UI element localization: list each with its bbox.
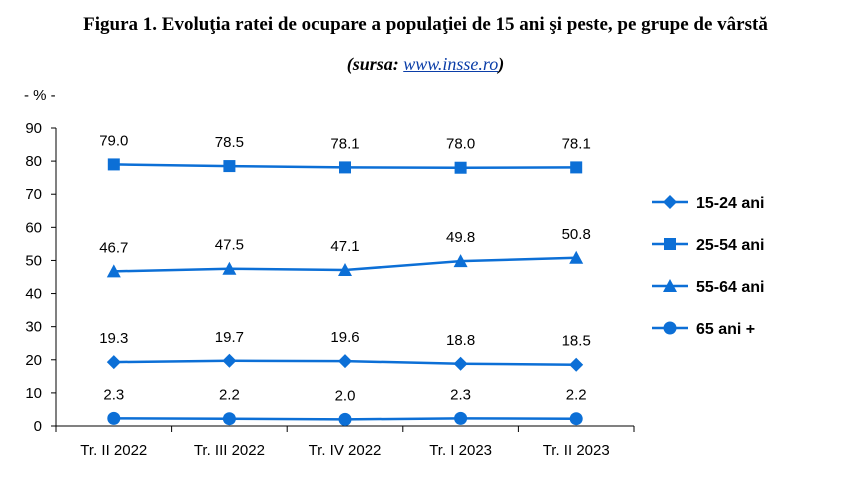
data-point (106, 264, 121, 278)
data-point (454, 161, 467, 174)
data-point (107, 158, 120, 171)
data-label: 78.1 (562, 135, 591, 152)
data-label: 46.7 (99, 239, 128, 256)
y-tick-label: 90 (25, 120, 42, 137)
data-label: 2.0 (335, 387, 356, 404)
data-point (222, 353, 237, 368)
data-point (107, 411, 121, 425)
chart-title: Figura 1. Evoluţia ratei de ocupare a po… (83, 14, 768, 35)
data-point (570, 161, 583, 174)
data-label: 78.1 (330, 135, 359, 152)
data-label: 78.0 (446, 136, 475, 153)
data-point (338, 354, 352, 369)
y-tick-label: 0 (34, 418, 42, 435)
source-link[interactable]: www.insse.ro (403, 54, 499, 74)
data-point (569, 412, 583, 426)
y-tick-label: 20 (25, 352, 42, 369)
legend-label: 65 ani + (696, 321, 755, 338)
data-label: 19.7 (215, 329, 244, 346)
data-point (454, 411, 468, 425)
data-point (222, 261, 237, 275)
data-point (338, 412, 352, 426)
data-point (338, 263, 352, 277)
data-point (106, 355, 121, 370)
legend-marker (663, 279, 677, 292)
legend-label: 25-54 ani (696, 237, 764, 254)
legend-label: 15-24 ani (696, 195, 764, 212)
x-tick-label: Tr. II 2022 (80, 442, 147, 459)
data-label: 2.3 (103, 386, 124, 403)
data-label: 50.8 (562, 226, 591, 243)
x-tick-label: Tr. I 2023 (429, 442, 492, 459)
source-suffix: ) (498, 54, 505, 74)
y-tick-label: 60 (25, 219, 42, 236)
data-label: 18.8 (446, 332, 475, 349)
legend-marker (664, 238, 676, 250)
data-label: 19.3 (99, 330, 128, 347)
data-point (453, 356, 468, 371)
y-tick-label: 40 (25, 286, 42, 303)
source-prefix: (sursa: (346, 54, 404, 74)
data-point (569, 357, 584, 372)
data-point (222, 412, 236, 426)
data-label: 47.5 (215, 237, 244, 254)
legend-marker (663, 195, 677, 209)
data-point (223, 160, 236, 173)
x-tick-label: Tr. II 2023 (543, 442, 610, 459)
y-tick-label: 30 (25, 319, 42, 336)
data-label: 2.2 (566, 387, 587, 404)
x-tick-label: Tr. III 2022 (194, 442, 265, 459)
y-tick-label: 70 (25, 186, 42, 203)
data-point (339, 161, 351, 174)
data-point (453, 254, 468, 268)
y-tick-label: 80 (25, 153, 42, 170)
y-tick-label: 10 (25, 385, 42, 402)
data-label: 19.6 (330, 329, 359, 346)
data-point (569, 250, 584, 264)
legend-label: 55-64 ani (696, 279, 764, 296)
data-label: 79.0 (99, 132, 128, 149)
data-label: 49.8 (446, 229, 475, 246)
data-label: 18.5 (562, 333, 591, 350)
y-tick-label: 50 (25, 252, 42, 269)
data-label: 2.3 (450, 386, 471, 403)
data-label: 2.2 (219, 387, 240, 404)
legend-marker (663, 321, 677, 335)
data-label: 78.5 (215, 134, 244, 151)
data-label: 47.1 (330, 238, 359, 255)
source-line: (sursa: www.insse.ro) (0, 54, 851, 75)
x-tick-label: Tr. IV 2022 (309, 442, 382, 459)
y-axis-label: - % - (24, 87, 56, 104)
